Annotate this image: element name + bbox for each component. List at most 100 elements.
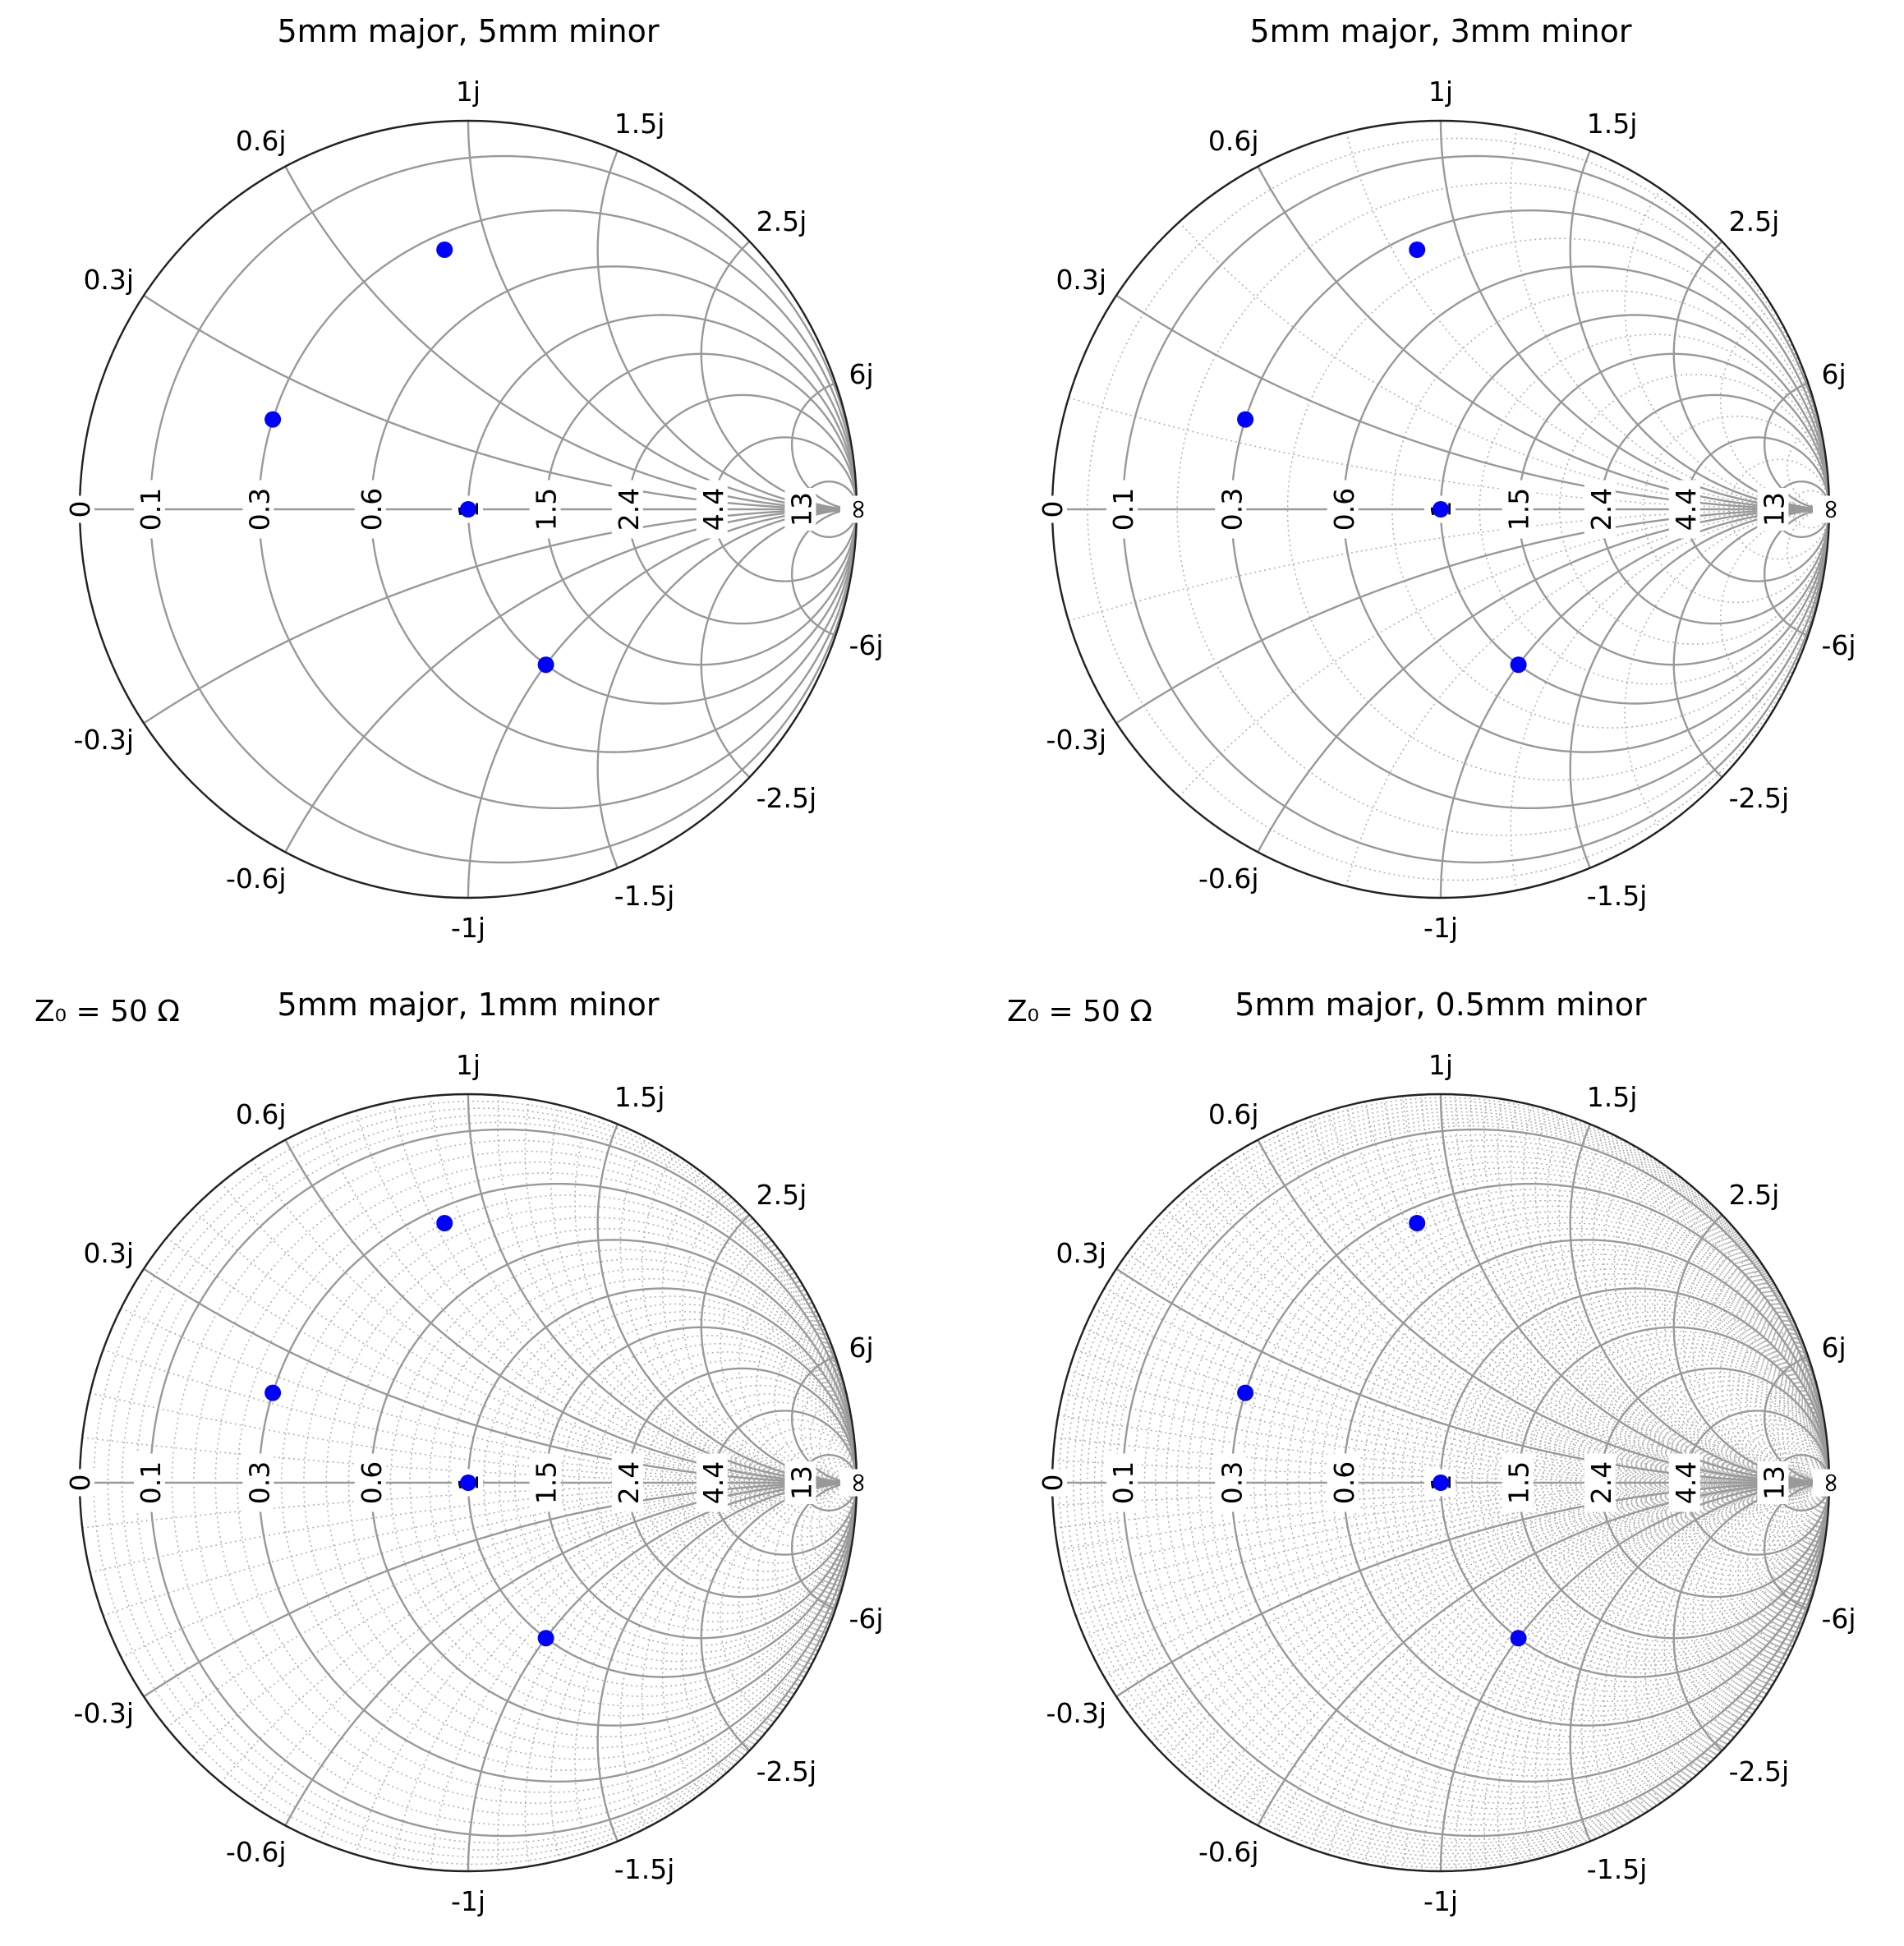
- reactance-arc: [1115, 1267, 1822, 1484]
- imag-tick-label: -1j: [451, 1885, 485, 1917]
- minor-resistance-circle: [1298, 1217, 1829, 1749]
- minor-reactance-arc: [1193, 1182, 1829, 1484]
- minor-reactance-arc: [1663, 1482, 1829, 1763]
- minor-resistance-circle: [499, 1303, 857, 1663]
- real-tick-label: 4.4: [1670, 488, 1702, 531]
- imag-tick-label: 6j: [1822, 1332, 1847, 1364]
- minor-reactance-arc: [1178, 1194, 1829, 1484]
- minor-reactance-arc: [574, 1482, 857, 1853]
- smith-chart-panel-1: ∞134.42.41.510.60.30.101j1.5j0.6j2.5j0.3…: [34, 13, 884, 1028]
- minor-reactance-arc: [1644, 1180, 1829, 1484]
- minor-reactance-arc: [1522, 1104, 1829, 1484]
- real-tick-label: ∞: [841, 1471, 873, 1494]
- minor-resistance-circle: [1430, 1282, 1829, 1683]
- data-point: [1433, 501, 1449, 518]
- data-point: [1510, 1630, 1527, 1647]
- minor-reactance-arc: [1624, 508, 1829, 830]
- imag-tick-label: 1.5j: [1587, 108, 1638, 140]
- minor-resistance-circle: [1693, 1414, 1829, 1552]
- data-point: [460, 1474, 476, 1491]
- data-point: [1409, 242, 1426, 258]
- data-point: [1433, 1474, 1449, 1491]
- real-tick-label: 0.3: [1216, 1461, 1248, 1504]
- imag-tick-label: 1j: [456, 76, 481, 108]
- minor-reactance-arc: [1592, 1482, 1829, 1829]
- imag-tick-label: -6j: [1822, 629, 1856, 661]
- minor-resistance-circle: [1728, 1432, 1829, 1534]
- smith-chart-panel-2: ∞134.42.41.510.60.30.101j1.5j0.6j2.5j0.3…: [1007, 13, 1856, 1028]
- real-tick-label: 0.1: [135, 1461, 167, 1504]
- minor-reactance-arc: [1644, 1482, 1829, 1785]
- reactance-arc: [1672, 1482, 1822, 1752]
- minor-resistance-circle: [448, 1277, 857, 1688]
- minor-reactance-arc: [1653, 1191, 1829, 1484]
- data-point: [436, 242, 453, 258]
- real-tick-label: 2.4: [1585, 1461, 1617, 1504]
- minor-reactance-arc: [1240, 1482, 1829, 1817]
- reactance-arc: [1115, 294, 1822, 511]
- minor-reactance-arc: [1178, 508, 1829, 798]
- minor-reactance-arc: [1164, 1482, 1829, 1757]
- imag-tick-label: -0.3j: [1046, 724, 1107, 756]
- minor-reactance-arc: [1164, 1208, 1829, 1484]
- minor-resistance-circle: [1659, 1397, 1829, 1568]
- minor-reactance-arc: [641, 1152, 857, 1484]
- minor-resistance-circle: [661, 1384, 857, 1581]
- real-tick-label: 13: [1758, 1465, 1790, 1500]
- reactance-arc: [143, 1481, 849, 1698]
- minor-resistance-circle: [610, 1359, 857, 1606]
- minor-reactance-arc: [1104, 1287, 1829, 1484]
- minor-resistance-circle: [1286, 1211, 1829, 1755]
- minor-reactance-arc: [1208, 1170, 1829, 1484]
- minor-reactance-arc: [1178, 221, 1829, 510]
- imag-tick-label: -0.3j: [74, 1697, 135, 1729]
- real-tick-label: 0: [64, 501, 96, 518]
- data-point: [264, 1384, 282, 1401]
- imag-tick-label: 0.6j: [236, 1098, 287, 1130]
- imag-tick-label: 2.5j: [1729, 205, 1780, 237]
- panel-title: 5mm major, 0.5mm minor: [1235, 987, 1647, 1023]
- imag-tick-label: 1.5j: [614, 1081, 665, 1113]
- minor-resistance-circle: [1510, 1323, 1829, 1643]
- reactance-arc: [700, 1482, 849, 1752]
- minor-reactance-arc: [1613, 1152, 1829, 1484]
- real-tick-label: 4.4: [697, 488, 729, 531]
- imag-tick-label: 2.5j: [1729, 1179, 1780, 1211]
- minor-reactance-arc: [1104, 1482, 1829, 1678]
- minor-reactance-arc: [550, 1482, 857, 1861]
- imag-tick-label: 2.5j: [757, 1179, 807, 1211]
- imag-tick-label: -1.5j: [1587, 1853, 1648, 1885]
- real-tick-label: 0.1: [135, 488, 167, 531]
- imag-tick-label: 0.6j: [1208, 1098, 1259, 1130]
- real-tick-label: 0: [1037, 501, 1069, 518]
- real-tick-label: 13: [1758, 492, 1790, 527]
- imag-tick-label: 0.3j: [83, 1237, 134, 1269]
- minor-reactance-arc: [166, 1236, 857, 1484]
- imag-tick-label: -0.3j: [74, 724, 135, 756]
- imag-tick-label: 0.6j: [236, 125, 287, 157]
- imag-tick-label: 0.3j: [83, 264, 134, 296]
- imag-tick-label: 0.3j: [1055, 1237, 1106, 1269]
- minor-resistance-circle: [325, 1217, 857, 1749]
- minor-reactance-arc: [1151, 1482, 1829, 1743]
- imag-tick-label: 1.5j: [614, 108, 665, 140]
- reactance-arc: [143, 294, 849, 511]
- minor-resistance-circle: [513, 1311, 857, 1654]
- minor-resistance-circle: [1550, 1343, 1829, 1622]
- minor-reactance-arc: [166, 1482, 857, 1729]
- imag-tick-label: -1j: [451, 912, 485, 944]
- imag-tick-label: -0.6j: [1198, 863, 1259, 895]
- imag-tick-label: 6j: [1822, 358, 1847, 390]
- minor-reactance-arc: [1634, 1482, 1829, 1795]
- minor-reactance-arc: [1208, 1482, 1829, 1796]
- impedance-label: Z₀ = 50 Ω: [1007, 995, 1152, 1028]
- minor-reactance-arc: [191, 1482, 857, 1757]
- imag-tick-label: -2.5j: [757, 1755, 817, 1787]
- imag-tick-label: 1j: [1428, 1049, 1453, 1081]
- minor-resistance-circle: [1264, 1199, 1829, 1766]
- data-point: [1237, 411, 1254, 428]
- data-point: [1510, 656, 1527, 674]
- real-tick-label: ∞: [1814, 1471, 1846, 1494]
- minor-resistance-circle: [1410, 1272, 1829, 1693]
